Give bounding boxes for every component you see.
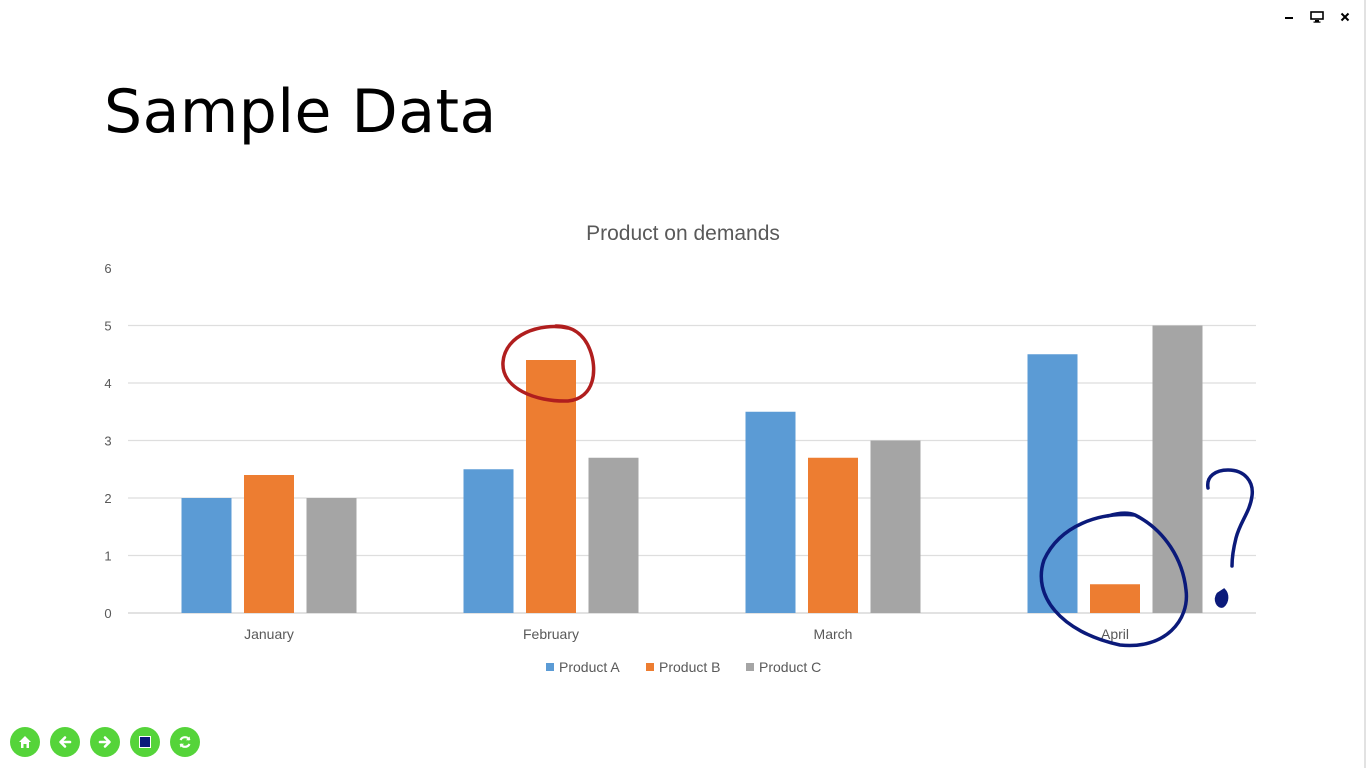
home-button[interactable] — [10, 727, 40, 757]
stop-button[interactable] — [130, 727, 160, 757]
annotation-question-mark — [1206, 468, 1254, 568]
legend-item: Product A — [546, 659, 620, 675]
y-tick-label: 2 — [104, 491, 111, 506]
y-tick-label: 1 — [104, 549, 111, 564]
display-button[interactable] — [1306, 8, 1328, 26]
refresh-icon — [179, 736, 191, 748]
x-tick-label: February — [523, 626, 579, 642]
bar-april-product-a — [1027, 354, 1078, 613]
bar-february-product-a — [463, 469, 514, 613]
legend-label: Product A — [559, 659, 620, 675]
legend-swatch — [546, 663, 554, 671]
arrow-right-icon — [98, 736, 111, 748]
legend-swatch — [746, 663, 754, 671]
bar-february-product-c — [588, 457, 639, 613]
annotation-red-circle — [501, 324, 596, 403]
x-axis-ticks: January February March April — [244, 626, 1129, 642]
minimize-icon — [1285, 17, 1293, 19]
bar-march-product-a — [745, 411, 796, 613]
y-tick-label: 6 — [104, 261, 111, 276]
legend-item: Product C — [746, 659, 821, 675]
y-axis-ticks: 0 1 2 3 4 5 6 — [104, 261, 111, 621]
x-tick-label: March — [814, 626, 853, 642]
window-edge — [1364, 0, 1366, 768]
annotation-blue-circle — [1039, 511, 1189, 648]
home-icon — [19, 736, 31, 748]
bar-january-product-b — [244, 475, 294, 613]
legend-label: Product C — [759, 659, 821, 675]
back-button[interactable] — [50, 727, 80, 757]
y-tick-label: 0 — [104, 606, 111, 621]
x-tick-label: January — [244, 626, 294, 642]
stop-square-icon — [139, 736, 151, 748]
x-tick-label: April — [1101, 626, 1129, 642]
minimize-button[interactable] — [1278, 8, 1300, 26]
bar-january-product-a — [181, 498, 232, 613]
y-tick-label: 3 — [104, 434, 111, 449]
arrow-left-icon — [59, 736, 72, 748]
bar-march-product-b — [808, 457, 858, 613]
bar-january-product-c — [306, 498, 357, 613]
annotations — [501, 324, 1254, 648]
bar-april-product-b — [1090, 584, 1140, 613]
monitor-icon — [1310, 11, 1324, 23]
legend-label: Product B — [659, 659, 720, 675]
close-button[interactable] — [1334, 8, 1356, 26]
bar-april-product-c — [1152, 325, 1203, 613]
window-controls — [1278, 8, 1356, 26]
forward-button[interactable] — [90, 727, 120, 757]
refresh-button[interactable] — [170, 727, 200, 757]
y-tick-label: 4 — [104, 376, 111, 391]
legend-swatch — [646, 663, 654, 671]
legend-item: Product B — [646, 659, 720, 675]
slide-title: Sample Data — [104, 77, 497, 147]
bars — [181, 325, 1203, 613]
chart-title: Product on demands — [586, 222, 780, 245]
gridlines — [128, 324, 1256, 614]
presentation-toolbar — [10, 727, 200, 757]
annotation-question-dot — [1214, 588, 1229, 608]
bar-march-product-c — [870, 440, 921, 613]
y-tick-label: 5 — [104, 319, 111, 334]
close-icon — [1340, 12, 1350, 22]
legend: Product A Product B Product C — [546, 659, 821, 675]
